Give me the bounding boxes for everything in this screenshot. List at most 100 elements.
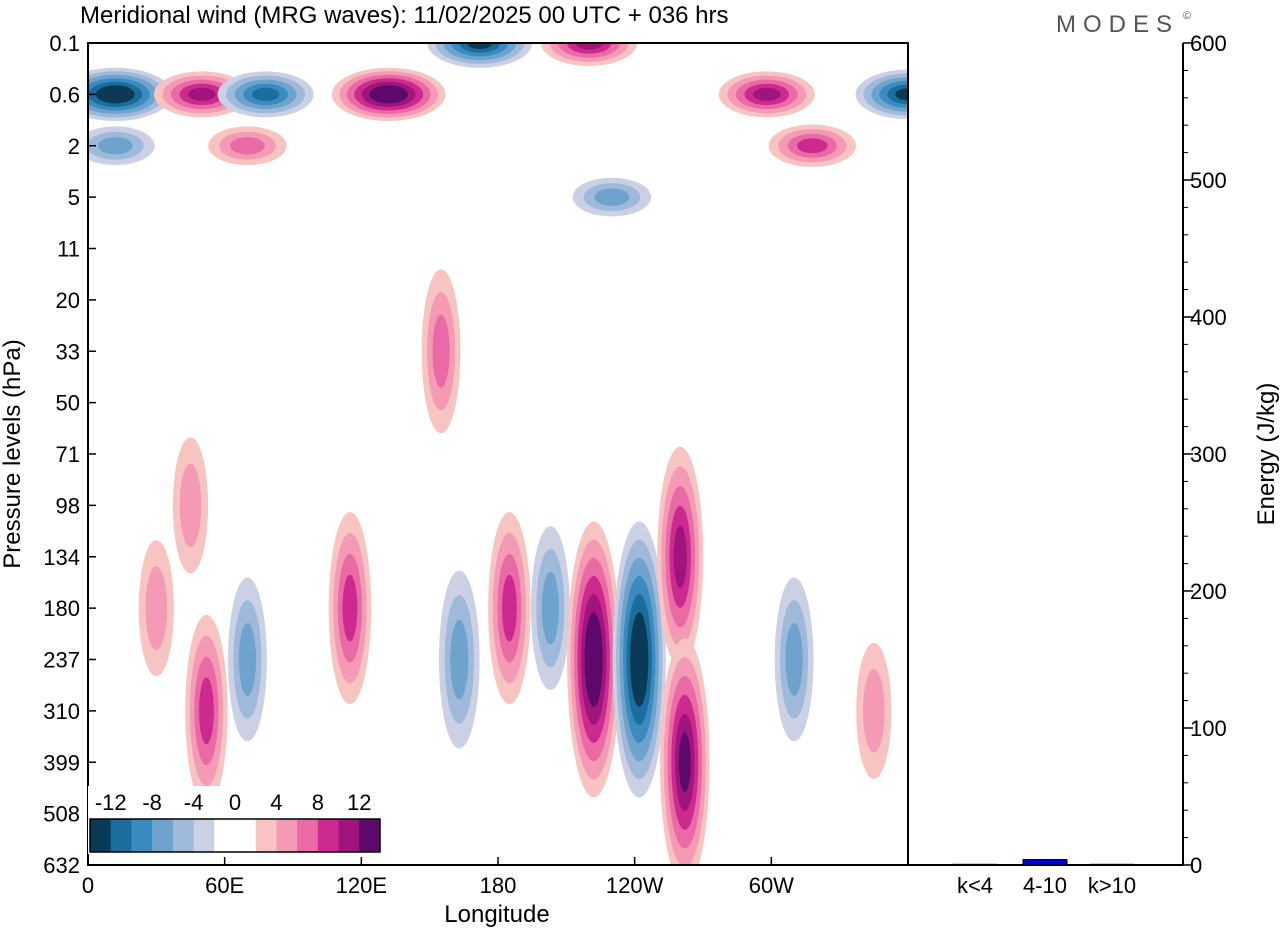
colorbar-swatch [276,819,298,852]
y-tick-label: 508 [43,802,80,827]
longitude-axis: 0 60E 120E 180 120W 60W [82,857,794,898]
x-tick-label: 60E [205,873,244,898]
energy-tick-label: 200 [1190,579,1227,604]
contour-band [753,87,781,101]
contour-cell [438,570,480,749]
y-tick-label: 20 [56,288,80,313]
contour-cell [718,71,815,118]
contour-cell [530,526,570,691]
y-tick-label: 632 [43,853,80,878]
contour-cell [774,577,814,742]
contour-band [376,88,401,100]
colorbar-swatch [214,819,236,852]
contour-cell [612,521,666,798]
contour-band [432,314,450,388]
y-tick-label: 399 [43,750,80,775]
colorbar-swatch [131,819,153,852]
energy-tick-label: 600 [1190,31,1227,56]
contour-band [575,43,603,50]
contour-band [594,188,630,206]
contour-cell [768,124,856,167]
colorbar-label: 12 [347,790,371,815]
y-tick-label: 237 [43,648,80,673]
energy-bar-panel: 0 100 200 300 400 500 600 k<4 4-10 k>10 [908,31,1227,898]
x-tick-label: 120W [606,873,664,898]
contour-cell [208,126,287,166]
contour-cell [856,642,892,779]
energy-bar [952,863,998,866]
wavenumber-label: 4-10 [1023,873,1067,898]
x-tick-label: 120E [336,873,387,898]
y-tick-label: 134 [43,545,80,570]
energy-bar [1089,863,1135,866]
y-tick-label: 0.1 [49,31,80,56]
brand-logo-mark: © [1183,10,1191,22]
contour-band [342,574,358,642]
contour-field [88,43,908,865]
contour-band [588,630,600,689]
y-tick-label: 2 [68,134,80,159]
colorbar-swatch [255,819,277,852]
y-axis-label: Pressure levels (hPa) [0,339,26,568]
colorbar-label: 0 [229,790,241,815]
contour-band [467,43,493,49]
energy-axis-label: Energy (J/kg) [1253,383,1280,526]
colorbar-label: -4 [184,790,204,815]
colorbar-swatch [235,819,257,852]
y-tick-label: 98 [56,493,80,518]
contour-band [797,138,828,154]
colorbar-swatch [172,819,195,852]
contour-band [97,137,133,155]
contour-cell [488,512,531,705]
energy-axis: 0 100 200 300 400 500 600 [1183,31,1227,878]
contour-cell [541,43,638,66]
contour-band [895,88,908,101]
y-tick-label: 0.6 [49,82,80,107]
contour-band [199,677,214,745]
colorbar-swatch [338,819,360,852]
contour-band [785,623,803,696]
y-tick-label: 180 [43,596,80,621]
energy-tick-label: 500 [1190,168,1227,193]
energy-bars [952,859,1135,866]
x-tick-label: 180 [480,873,517,898]
colorbar-label: 8 [312,790,324,815]
contour-cell [88,67,173,121]
contour-band [238,623,257,696]
energy-tick-label: 300 [1190,442,1227,467]
colorbar-swatch [193,819,215,852]
contour-cell [217,71,314,118]
contour-band [633,630,645,689]
wavenumber-axis: k<4 4-10 k>10 [957,873,1136,898]
contour-cell [855,69,908,120]
contour-band [251,87,280,101]
energy-tick-label: 100 [1190,716,1227,741]
x-tick-label: 60W [749,873,794,898]
colorbar-swatch [152,819,174,852]
contour-cell [88,126,155,166]
y-tick-label: 71 [56,442,80,467]
y-tick-label: 33 [56,339,80,364]
colorbar-label: -12 [95,790,127,815]
colorbar-swatch [359,819,381,852]
wavenumber-label: k<4 [957,873,993,898]
contour-band [501,574,517,642]
contour-band [673,525,687,589]
wavenumber-label: k>10 [1088,873,1136,898]
energy-tick-label: 400 [1190,305,1227,330]
contour-band [179,463,202,548]
energy-tick-label: 0 [1190,853,1202,878]
contour-band [450,619,469,700]
pressure-axis: 0.1 0.6 2 5 11 20 33 50 71 98 134 180 237 310 399 508 63… [43,31,96,878]
y-tick-label: 310 [43,699,80,724]
y-tick-label: 11 [57,237,80,262]
contour-band [145,566,168,650]
colorbar-frame [89,818,381,853]
contour-cell [659,638,710,865]
contour-cell [138,540,174,677]
contour-cell [657,446,704,667]
contour-band [678,732,691,793]
contour-cell [567,521,621,798]
colorbar: -12 -8 -4 0 4 8 12 [88,786,382,854]
